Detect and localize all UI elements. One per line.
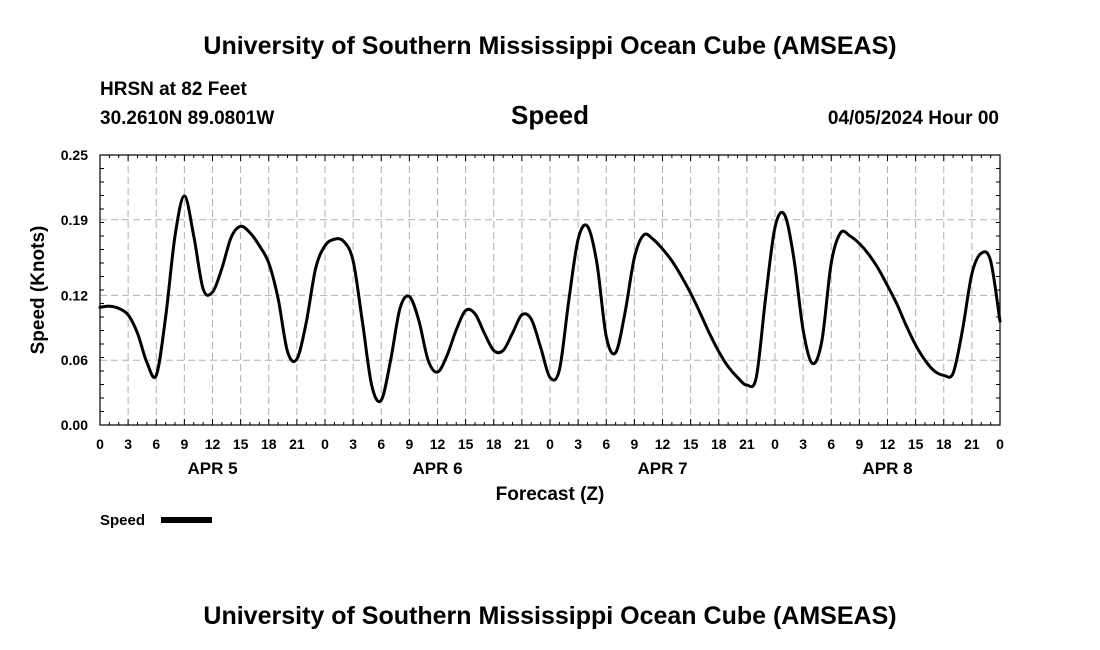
x-tick-label: 18: [261, 436, 277, 452]
x-tick-label: 0: [996, 436, 1004, 452]
x-tick-label: 12: [205, 436, 221, 452]
x-tick-label: 3: [799, 436, 807, 452]
x-tick-label: 18: [936, 436, 952, 452]
day-label: APR 8: [862, 459, 912, 478]
y-tick-label: 0.25: [61, 147, 88, 163]
x-tick-label: 9: [405, 436, 413, 452]
day-label: APR 7: [637, 459, 687, 478]
x-tick-label: 0: [771, 436, 779, 452]
x-tick-label: 12: [655, 436, 671, 452]
x-tick-label: 3: [574, 436, 582, 452]
footer-title: University of Southern Mississippi Ocean…: [203, 602, 896, 630]
chart-title: University of Southern Mississippi Ocean…: [203, 32, 896, 60]
x-tick-label: 15: [683, 436, 699, 452]
day-label: APR 6: [412, 459, 462, 478]
x-tick-label: 3: [124, 436, 132, 452]
x-tick-label: 9: [630, 436, 638, 452]
y-tick-label: 0.19: [61, 212, 88, 228]
x-axis-label: Forecast (Z): [496, 484, 605, 505]
x-tick-label: 18: [486, 436, 502, 452]
x-tick-label: 9: [855, 436, 863, 452]
x-tick-label: 6: [602, 436, 610, 452]
station-label: HRSN at 82 Feet: [100, 79, 247, 100]
legend-label: Speed: [100, 512, 145, 529]
y-axis-label: Speed (Knots): [28, 226, 49, 355]
x-tick-label: 21: [514, 436, 530, 452]
variable-label: Speed: [511, 100, 589, 130]
day-label: APR 5: [187, 459, 237, 478]
x-tick-label: 0: [546, 436, 554, 452]
x-tick-label: 15: [908, 436, 924, 452]
y-tick-label: 0.12: [61, 287, 88, 303]
x-tick-label: 6: [377, 436, 385, 452]
x-tick-label: 18: [711, 436, 727, 452]
x-tick-label: 21: [964, 436, 980, 452]
x-tick-label: 6: [152, 436, 160, 452]
plot-area: 0.00 0.06 0.12 0.19 0.25 0 3 6 9 12 15 18 21 0 3 6 9 12 15…: [61, 147, 1004, 478]
x-tick-label: 6: [827, 436, 835, 452]
x-tick-label: 12: [880, 436, 896, 452]
x-tick-label: 0: [96, 436, 104, 452]
location-label: 30.2610N 89.0801W: [100, 108, 274, 129]
y-tick-label: 0.00: [61, 417, 88, 433]
x-tick-label: 0: [321, 436, 329, 452]
y-tick-label: 0.06: [61, 352, 88, 368]
x-tick-label: 9: [180, 436, 188, 452]
x-tick-label: 15: [233, 436, 249, 452]
x-tick-label: 12: [430, 436, 446, 452]
x-tick-label: 15: [458, 436, 474, 452]
x-tick-label: 21: [289, 436, 305, 452]
x-tick-label: 21: [739, 436, 755, 452]
speed-series-line: [98, 194, 1002, 404]
x-tick-label: 3: [349, 436, 357, 452]
datetime-label: 04/05/2024 Hour 00: [828, 108, 999, 129]
